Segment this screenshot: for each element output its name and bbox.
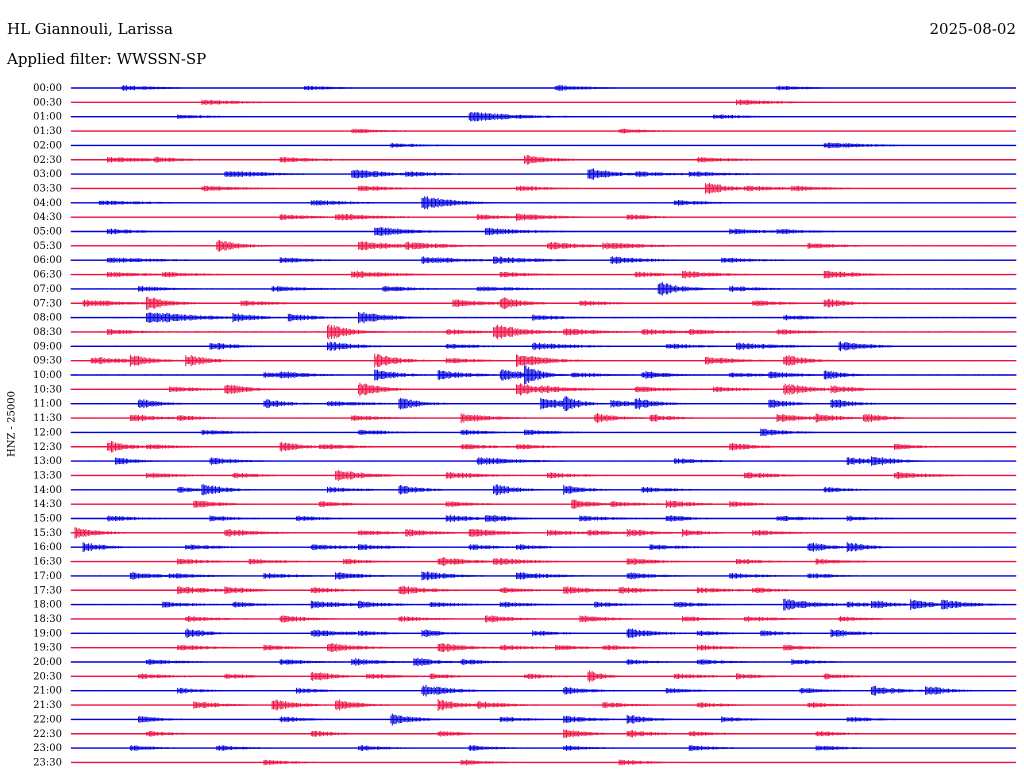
- row-time-label: 15:00: [33, 514, 62, 525]
- station-title: HL Giannouli, Larissa: [7, 20, 173, 38]
- row-time-label: 09:00: [33, 341, 62, 352]
- row-time-label: 22:30: [33, 729, 62, 740]
- row-time-label: 08:30: [33, 327, 62, 338]
- filter-label: Applied filter: WWSSN-SP: [7, 50, 207, 68]
- row-time-label: 09:30: [33, 356, 62, 367]
- row-time-label: 14:30: [33, 499, 62, 510]
- row-time-label: 11:00: [33, 399, 62, 410]
- row-time-label: 07:00: [33, 284, 62, 295]
- row-time-label: 03:30: [33, 183, 62, 194]
- row-time-label: 02:00: [33, 140, 62, 151]
- row-time-label: 04:00: [33, 198, 62, 209]
- row-time-label: 19:00: [33, 628, 62, 639]
- row-time-label: 05:30: [33, 241, 62, 252]
- row-time-label: 22:00: [33, 714, 62, 725]
- row-time-label: 07:30: [33, 298, 62, 309]
- row-time-label: 04:30: [33, 212, 62, 223]
- row-time-label: 23:30: [33, 757, 62, 768]
- row-time-label: 06:00: [33, 255, 62, 266]
- row-time-label: 13:30: [33, 470, 62, 481]
- row-time-label: 08:00: [33, 313, 62, 324]
- row-time-label: 03:00: [33, 169, 62, 180]
- date-label: 2025-08-02: [929, 20, 1016, 38]
- row-time-label: 14:00: [33, 485, 62, 496]
- row-time-label: 21:30: [33, 700, 62, 711]
- row-time-label: 02:30: [33, 155, 62, 166]
- row-time-label: 18:00: [33, 600, 62, 611]
- row-time-label: 19:30: [33, 643, 62, 654]
- row-time-label: 01:00: [33, 112, 62, 123]
- row-time-label: 17:30: [33, 585, 62, 596]
- row-time-label: 05:00: [33, 227, 62, 238]
- row-time-label: 17:00: [33, 571, 62, 582]
- row-time-label: 23:00: [33, 743, 62, 754]
- row-time-label: 12:30: [33, 442, 62, 453]
- row-time-label: 01:30: [33, 126, 62, 137]
- row-time-label: 16:30: [33, 557, 62, 568]
- row-time-label: 20:30: [33, 671, 62, 682]
- row-time-label: 20:00: [33, 657, 62, 668]
- row-time-label: 15:30: [33, 528, 62, 539]
- row-time-label: 11:30: [33, 413, 62, 424]
- row-time-label: 00:00: [33, 83, 62, 94]
- row-time-label: 13:00: [33, 456, 62, 467]
- row-time-label: 00:30: [33, 97, 62, 108]
- row-time-label: 10:00: [33, 370, 62, 381]
- row-time-label: 18:30: [33, 614, 62, 625]
- row-time-label: 12:00: [33, 427, 62, 438]
- row-time-label: 10:30: [33, 384, 62, 395]
- row-time-label: 21:00: [33, 686, 62, 697]
- row-time-label: 06:30: [33, 270, 62, 281]
- row-time-label: 16:00: [33, 542, 62, 553]
